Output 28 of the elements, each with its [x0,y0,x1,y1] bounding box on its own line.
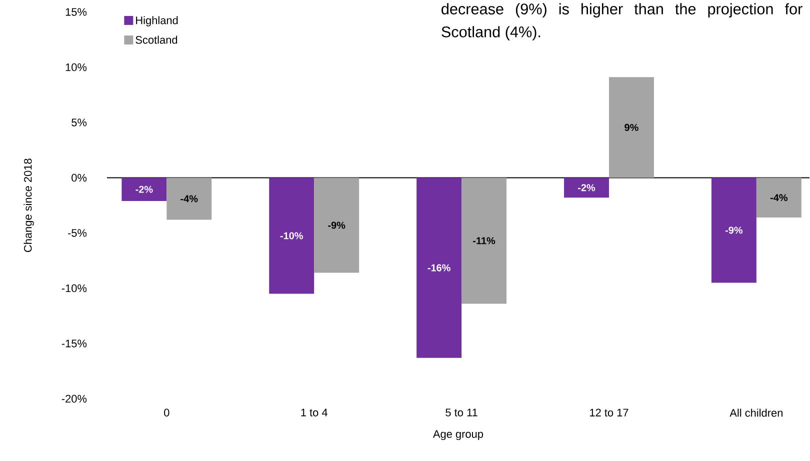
y-tick-label: -5% [68,229,87,237]
y-tick-label: 0% [72,174,87,182]
data-label: -11% [473,237,496,244]
y-tick-label: 15% [66,8,87,16]
data-label: -9% [328,222,346,229]
x-axis-title: Age group [432,430,484,440]
data-label: -4% [180,195,198,202]
legend-label: Highland [136,16,178,27]
y-axis-title: Change since 2018 [24,158,34,252]
x-tick-label: 12 to 17 [590,408,628,417]
data-label: -2% [578,184,596,192]
y-tick-label: -20% [62,395,87,403]
legend-label: Scotland [136,36,178,44]
x-tick-label: All children [730,408,782,417]
x-tick-label: 0 [164,408,170,417]
data-label: -16% [428,264,450,272]
x-tick-label: 1 to 4 [301,408,328,416]
data-label: -4% [770,194,788,202]
data-label: -2% [136,186,153,193]
x-tick-label: 5 to 11 [446,408,478,416]
y-tick-label: -15% [62,340,87,348]
data-label: -10% [280,232,303,240]
data-label: 9% [624,124,638,132]
y-tick-label: -10% [62,284,87,292]
y-tick-label: 5% [72,118,87,126]
annotation: decrease (9%) is higher than the projection for Scotland (4%). [442,3,802,40]
data-label: -9% [725,226,743,234]
y-tick-label: 10% [66,64,87,72]
